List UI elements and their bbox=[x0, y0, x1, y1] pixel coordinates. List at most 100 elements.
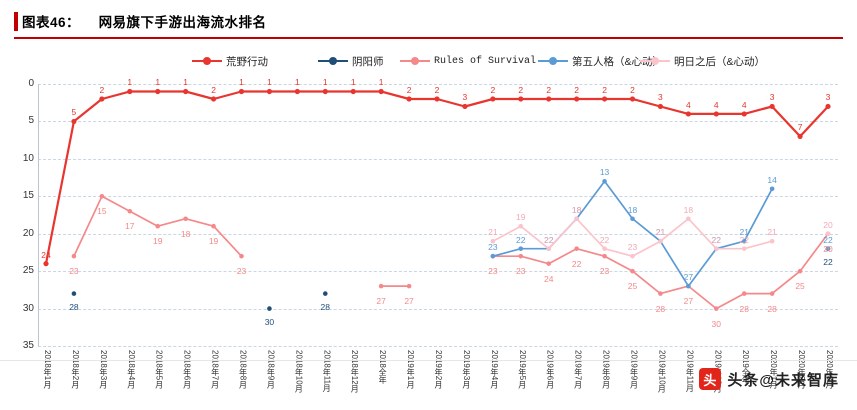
data-label: 15 bbox=[97, 206, 107, 217]
x-tick-label: 2018年11月 bbox=[322, 350, 332, 393]
x-tick-label: 2019年9月 bbox=[629, 350, 639, 389]
x-tick-label: 2018年2月 bbox=[70, 350, 80, 389]
data-label: 22 bbox=[571, 258, 582, 269]
y-tick-label: 35 bbox=[22, 340, 34, 351]
footer-divider bbox=[0, 360, 857, 361]
y-tick-label: 0 bbox=[28, 78, 34, 89]
x-tick-label: 2018年1月 bbox=[43, 350, 52, 389]
data-point bbox=[127, 88, 133, 95]
grid-line bbox=[38, 271, 838, 273]
data-point bbox=[99, 193, 105, 199]
data-label: 22 bbox=[739, 234, 749, 245]
data-label: 21 bbox=[655, 227, 666, 238]
data-label: 28 bbox=[739, 303, 749, 314]
x-tick-label: 2019年6月 bbox=[545, 350, 555, 389]
data-label: 2 bbox=[574, 84, 580, 95]
data-label: 25 bbox=[795, 281, 805, 292]
x-tick-label: 2019年7月 bbox=[573, 350, 583, 389]
data-point bbox=[406, 283, 412, 289]
data-label: 2 bbox=[546, 84, 552, 95]
data-label: 28 bbox=[767, 303, 777, 314]
data-label: 23 bbox=[627, 242, 638, 253]
data-point bbox=[658, 291, 663, 296]
data-point bbox=[630, 268, 635, 274]
data-point bbox=[518, 223, 524, 229]
data-point bbox=[769, 291, 775, 296]
data-point bbox=[685, 111, 691, 117]
data-label: 27 bbox=[683, 296, 694, 307]
data-point bbox=[71, 253, 77, 259]
data-label: 1 bbox=[350, 77, 356, 88]
chart-plot-area: 2018年1月 2018年2月 2018年3月 2018年4月 2018年5月 2018年… bbox=[0, 74, 857, 393]
data-label: 21 bbox=[767, 227, 777, 238]
toutiao-icon: 头 bbox=[699, 368, 722, 390]
grid-line bbox=[38, 158, 838, 160]
data-point bbox=[825, 231, 831, 237]
data-point bbox=[574, 246, 579, 251]
data-point bbox=[406, 96, 412, 102]
legend-item-4: 第五人格（&心动） bbox=[538, 52, 663, 70]
data-point bbox=[183, 216, 188, 222]
x-tick-label: 2018年7月 bbox=[210, 350, 220, 389]
x-tick-label: 2018年12月 bbox=[350, 350, 360, 393]
data-point bbox=[658, 238, 663, 244]
data-point bbox=[713, 246, 719, 251]
data-label: 18 bbox=[683, 204, 694, 215]
data-label: 1 bbox=[127, 77, 133, 88]
x-tick-label: 2018年9月 bbox=[266, 350, 276, 389]
data-label: 17 bbox=[125, 221, 135, 232]
data-label: 18 bbox=[180, 228, 191, 239]
grid-lines bbox=[38, 84, 838, 347]
data-point bbox=[155, 223, 161, 229]
data-label: 1 bbox=[267, 77, 272, 88]
data-label: 28 bbox=[69, 301, 79, 312]
data-point bbox=[825, 103, 831, 110]
data-label: 19 bbox=[208, 236, 219, 247]
data-point bbox=[713, 306, 719, 311]
data-point bbox=[546, 246, 552, 251]
data-label: 1 bbox=[378, 77, 384, 88]
data-label: 4 bbox=[685, 99, 691, 110]
legend-marker-icon bbox=[400, 55, 430, 67]
x-tick-label: 2018全年 bbox=[378, 350, 388, 384]
x-tick-label: 2018年8月 bbox=[238, 350, 248, 389]
x-tick-label: 2019全年 bbox=[741, 350, 751, 384]
x-tick-label: 2019年11月 bbox=[685, 350, 695, 393]
data-point bbox=[546, 261, 552, 266]
data-label: 22 bbox=[599, 234, 610, 245]
data-point bbox=[518, 246, 524, 251]
data-label: 22 bbox=[823, 256, 833, 267]
data-label: 25 bbox=[627, 281, 638, 292]
data-point bbox=[741, 246, 747, 251]
x-tick-label: 2020年2月 bbox=[797, 350, 807, 389]
grid-line bbox=[38, 346, 838, 347]
data-point bbox=[713, 111, 719, 117]
data-label: 1 bbox=[239, 77, 244, 88]
data-point bbox=[99, 96, 105, 102]
legend-label: 阴阳师 bbox=[352, 55, 384, 68]
data-label: 27 bbox=[683, 272, 694, 283]
chart-footer: 头 头条@未来智库 bbox=[0, 360, 857, 402]
data-label: 23 bbox=[516, 266, 526, 277]
data-point bbox=[602, 246, 607, 251]
data-label: 2 bbox=[211, 84, 216, 95]
header-accent-bar bbox=[14, 12, 18, 31]
data-point bbox=[127, 208, 133, 214]
data-point bbox=[602, 179, 607, 184]
legend-label: Rules of Survival bbox=[434, 55, 537, 67]
data-point bbox=[238, 88, 245, 95]
grid-line bbox=[38, 308, 838, 310]
data-point bbox=[155, 88, 161, 95]
data-label: 22 bbox=[543, 234, 554, 245]
data-point bbox=[378, 283, 384, 289]
legend-item-5: 明日之后（&心动） bbox=[640, 52, 765, 70]
legend-item-3: Rules of Survival bbox=[400, 52, 536, 70]
data-label: 23 bbox=[599, 266, 610, 277]
data-point bbox=[574, 96, 580, 102]
grid-line bbox=[38, 233, 838, 235]
x-tick-label: 2019年3月 bbox=[461, 350, 471, 389]
data-label: 23 bbox=[236, 266, 247, 277]
data-label: 2 bbox=[518, 84, 524, 95]
x-tick-label: 2018年6月 bbox=[182, 350, 192, 389]
data-point bbox=[267, 306, 272, 311]
